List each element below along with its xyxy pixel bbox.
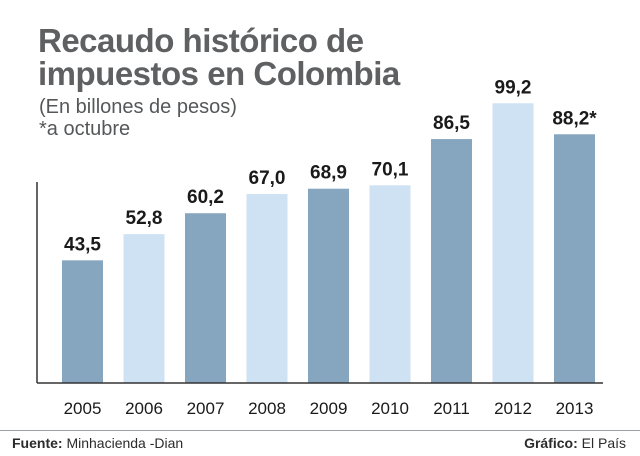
bar-2009 [308, 188, 349, 383]
x-tick-label-2010: 2010 [371, 399, 409, 418]
credit-value: El País [581, 435, 626, 451]
source-note: Fuente: Minhacienda -Dian [12, 435, 183, 451]
x-tick-label-2006: 2006 [125, 399, 163, 418]
chart-title: Recaudo histórico de impuestos en Colomb… [38, 24, 400, 90]
x-tick-label-2008: 2008 [248, 399, 286, 418]
source-value: Minhacienda -Dian [66, 435, 184, 451]
x-tick-label-2012: 2012 [494, 399, 532, 418]
source-label: Fuente: [12, 435, 63, 451]
value-label-2007: 60,2 [187, 187, 224, 208]
x-tick-label-2007: 2007 [187, 399, 225, 418]
bar-2013 [554, 134, 595, 383]
value-label-2013: 88,2* [552, 108, 597, 129]
bars-group [62, 103, 595, 384]
bar-2011 [431, 139, 472, 383]
bar-2010 [369, 185, 411, 383]
x-tick-label-2013: 2013 [556, 399, 594, 418]
value-label-2008: 67,0 [249, 168, 286, 189]
chart-subtitle: (En billones de pesos) *a octubre [39, 96, 237, 140]
bar-2007 [185, 213, 226, 383]
bar-2006 [123, 234, 165, 383]
title-line-1: Recaudo histórico de [38, 22, 364, 59]
bar-chart: 43,5 52,8 60,2 67,0 68,9 70,1 86,5 99,2 88,2* 20… [36, 77, 603, 418]
credit-note: Gráfico: El País [524, 435, 626, 451]
x-tick-label-2005: 2005 [64, 399, 102, 418]
credit-label: Gráfico: [524, 435, 578, 451]
value-label-2010: 70,1 [372, 159, 409, 180]
value-label-2006: 52,8 [126, 208, 163, 229]
x-tick-label-2009: 2009 [310, 399, 348, 418]
bar-2012 [492, 103, 534, 384]
value-labels-group: 43,5 52,8 60,2 67,0 68,9 70,1 86,5 99,2 88,2* [64, 77, 597, 255]
footer-bar: Fuente: Minhacienda -Dian Gráfico: El Pa… [0, 430, 640, 456]
bar-2008 [246, 194, 288, 383]
x-tick-labels-group: 2005 2006 2007 2008 2009 2010 2011 2012 2013 [64, 399, 594, 418]
value-label-2012: 99,2 [495, 77, 532, 98]
title-line-2: impuestos en Colombia [38, 55, 400, 92]
subtitle-units: (En billones de pesos) [39, 96, 237, 118]
value-label-2005: 43,5 [64, 234, 101, 255]
bar-2005 [62, 260, 103, 383]
subtitle-note: *a octubre [39, 118, 131, 140]
value-label-2011: 86,5 [433, 113, 470, 134]
x-tick-label-2011: 2011 [433, 399, 470, 418]
value-label-2009: 68,9 [310, 163, 347, 184]
